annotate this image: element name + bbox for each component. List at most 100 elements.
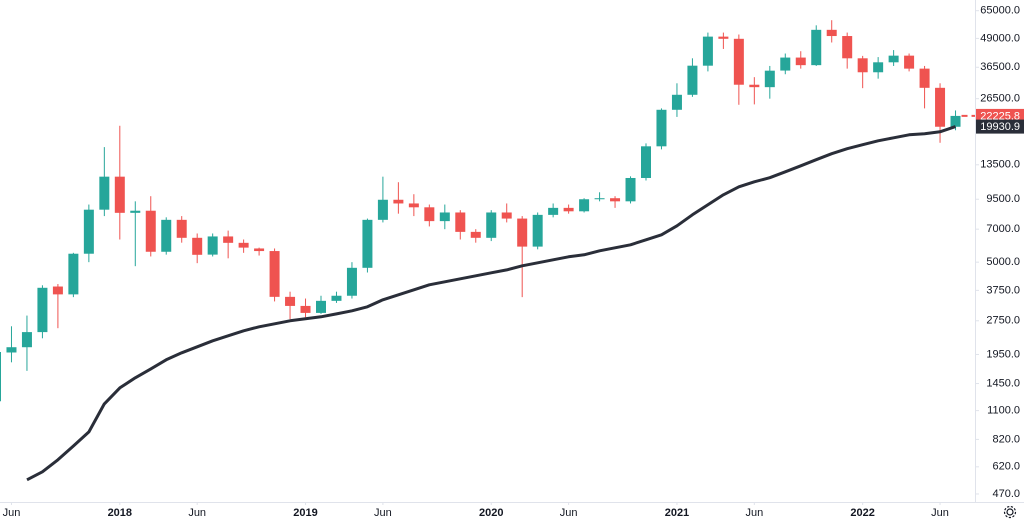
candle-body: [656, 109, 667, 147]
candle-body: [346, 267, 357, 296]
y-tick-label: 49000.0: [980, 32, 1020, 44]
candle-body: [269, 251, 280, 297]
candle-body: [408, 203, 419, 208]
candle-body: [873, 62, 884, 73]
candle-body: [362, 219, 373, 268]
y-tick-label: 1950.0: [986, 348, 1020, 360]
x-tick-label: Jun: [188, 507, 206, 519]
y-tick-label: 7000.0: [986, 223, 1020, 235]
y-tick-label: 65000.0: [980, 5, 1020, 17]
candle-body: [548, 207, 559, 215]
candle-body: [904, 55, 915, 69]
candle-body: [764, 70, 775, 88]
candle-body: [671, 94, 682, 110]
candle-body: [532, 214, 543, 247]
x-tick-label: Jun: [745, 507, 763, 519]
settings-icon-ring: [1003, 505, 1017, 519]
y-tick-label: 26500.0: [980, 93, 1020, 105]
candle-body: [316, 300, 326, 313]
candle-body: [439, 212, 450, 222]
candle-body: [52, 286, 63, 295]
y-tick-label: 13500.0: [980, 159, 1020, 171]
candle-body: [795, 57, 806, 66]
candle-body: [857, 58, 868, 73]
candle-body: [842, 36, 853, 59]
candle-body: [579, 199, 590, 212]
y-tick-label: 1450.0: [986, 377, 1020, 389]
x-tick-label: 2018: [108, 507, 132, 519]
x-tick-label: 2019: [293, 507, 317, 519]
y-tick-label: 5000.0: [986, 256, 1020, 268]
candle-body: [455, 212, 466, 232]
price-tag-label: 19930.9: [980, 121, 1020, 133]
candle-body: [733, 38, 744, 85]
price-tag: [976, 108, 1024, 123]
candle-body: [424, 207, 435, 222]
candle-body: [625, 177, 636, 202]
y-tick-label: 2750.0: [986, 315, 1020, 327]
candle-body: [517, 218, 528, 247]
price-tag: [976, 119, 1024, 134]
y-tick-label: 9500.0: [986, 193, 1020, 205]
plot-area: [0, 20, 961, 482]
x-tick-label: 2022: [850, 507, 874, 519]
moving-average-line: [26, 125, 956, 482]
candle-body: [114, 176, 125, 213]
y-tick-label: 3750.0: [986, 284, 1020, 296]
candle-body: [130, 210, 141, 213]
y-tick-label: 820.0: [992, 433, 1020, 445]
candle-body: [501, 212, 512, 219]
candle-body: [950, 115, 961, 127]
candle-body: [21, 332, 32, 348]
candle-body: [68, 253, 79, 295]
candle-body: [223, 236, 234, 243]
candle-body: [377, 199, 388, 220]
candle-body: [0, 351, 1, 402]
candle-body: [285, 296, 296, 306]
y-tick-label: 1100.0: [987, 405, 1020, 417]
candle-body: [37, 287, 48, 333]
x-tick-label: Jun: [931, 507, 949, 519]
settings-icon[interactable]: [1003, 505, 1017, 519]
x-tick-label: Jun: [3, 507, 21, 519]
candle-body: [470, 231, 481, 238]
candle-body: [888, 55, 899, 63]
candle-body: [238, 242, 249, 248]
candle-body: [610, 198, 621, 202]
candle-body: [563, 207, 574, 212]
y-tick-label: 36500.0: [980, 61, 1020, 73]
price-tag-label: 22225.8: [980, 110, 1020, 122]
candle-body: [393, 199, 404, 204]
x-tick-label: Jun: [374, 507, 392, 519]
candle-body: [811, 29, 822, 66]
candle-body: [718, 36, 729, 39]
candle-body: [780, 57, 791, 71]
y-tick-label: 620.0: [992, 461, 1020, 473]
candle-body: [702, 36, 713, 66]
candle-body: [145, 210, 156, 252]
candle-body: [919, 68, 930, 88]
candle-body: [207, 236, 218, 255]
x-tick-label: Jun: [560, 507, 578, 519]
candle-body: [176, 219, 187, 238]
candle-body: [300, 305, 311, 313]
settings-icon-center: [1006, 508, 1014, 516]
candle-body: [192, 237, 203, 255]
candle-body: [161, 219, 172, 252]
candle-body: [254, 248, 265, 252]
candle-body: [6, 347, 17, 353]
candle-body: [331, 295, 342, 301]
candle-body: [486, 212, 497, 238]
candle-body: [99, 176, 110, 210]
y-tick-label: 470.0: [992, 488, 1020, 500]
candle-body: [83, 209, 94, 254]
x-tick-label: 2021: [665, 507, 689, 519]
candle-body: [641, 146, 651, 178]
x-tick-label: 2020: [479, 507, 503, 519]
candle-body: [687, 65, 698, 95]
candle-body: [594, 198, 605, 200]
candle-body: [826, 29, 837, 37]
candle-body: [749, 84, 760, 88]
candle-body: [935, 87, 946, 127]
